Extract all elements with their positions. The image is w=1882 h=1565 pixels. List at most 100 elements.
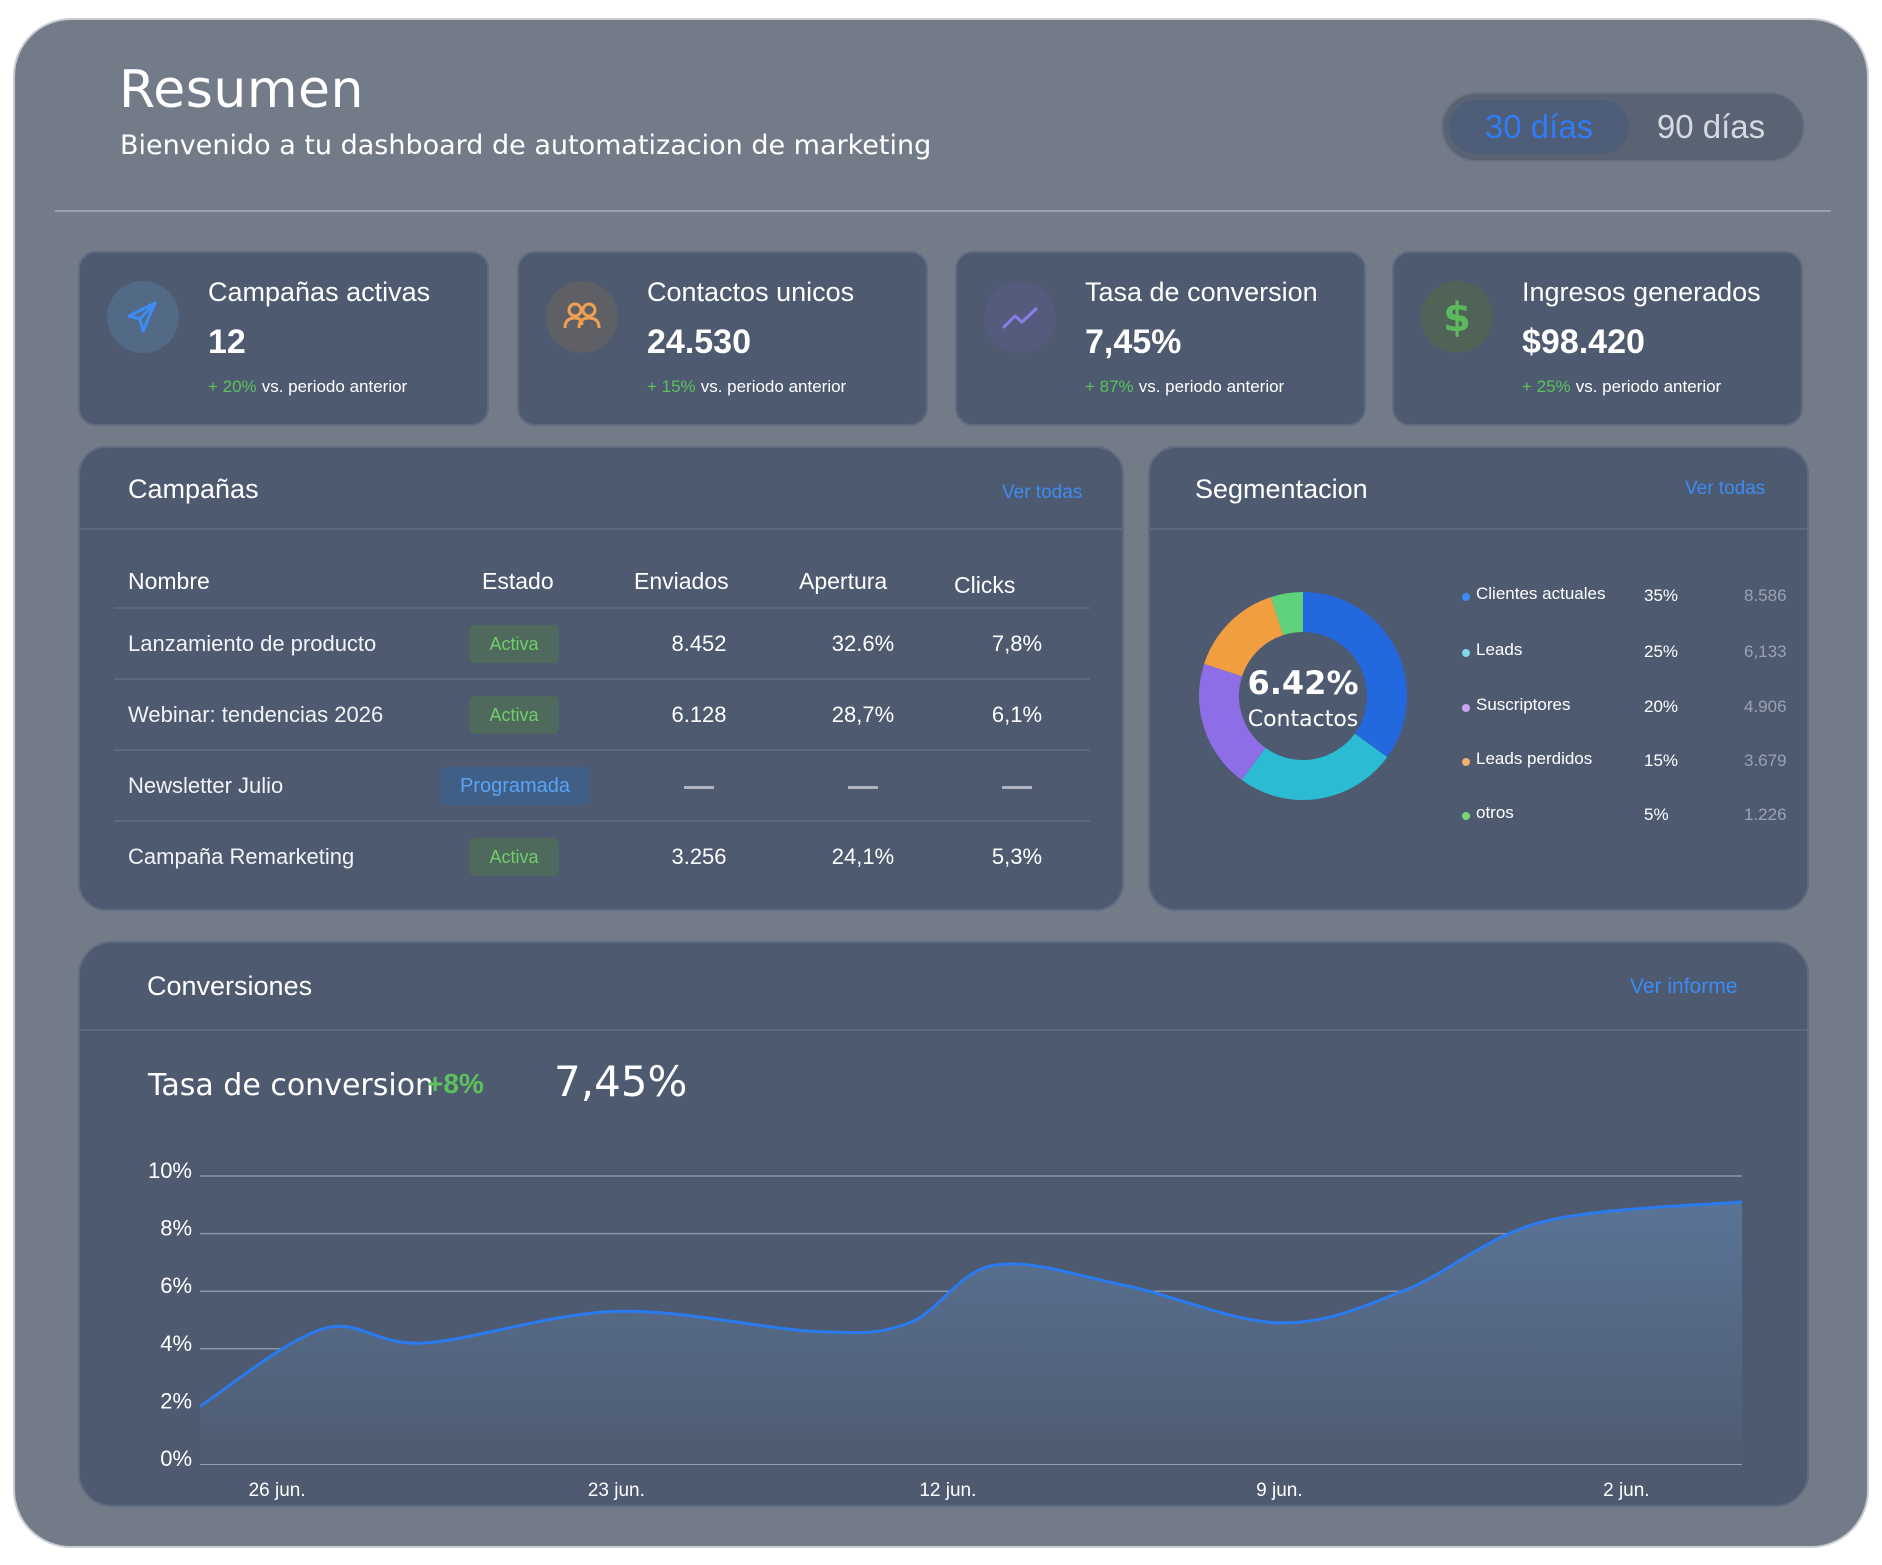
segmentation-view-all-link[interactable]: Ver todas	[1685, 478, 1766, 499]
legend-name: otros	[1476, 803, 1514, 822]
column-header-open: Apertura	[799, 568, 888, 594]
panel-divider	[80, 1029, 1807, 1031]
y-tick-label: 8%	[160, 1216, 192, 1241]
conversions-title: Conversiones	[147, 971, 313, 1001]
paper-plane-icon	[107, 281, 179, 353]
legend-name: Suscriptores	[1476, 695, 1571, 714]
campaigns-panel: Campañas Ver todas Nombre Estado Enviado…	[78, 446, 1124, 911]
legend-dot	[1462, 812, 1470, 820]
legend-dot	[1462, 593, 1470, 601]
y-tick-label: 0%	[160, 1446, 192, 1471]
clicks-value: 7,8%	[991, 631, 1043, 656]
segmentation-donut-chart: 6.42% Contactos	[1199, 592, 1407, 800]
stat-value: $98.420	[1522, 323, 1645, 361]
stat-delta-percent: + 20%	[208, 377, 257, 396]
stat-delta-suffix: vs. periodo anterior	[261, 377, 408, 396]
stat-card-unique-contacts[interactable]: Contactos unicos 24.530 + 15% vs. periodo…	[517, 251, 928, 426]
x-tick-label: 12 jun.	[919, 1480, 976, 1501]
sent-value: 6.128	[671, 702, 727, 727]
x-tick-label: 23 jun.	[588, 1480, 645, 1501]
area-fill	[200, 1201, 1742, 1464]
users-icon	[546, 281, 618, 353]
legend-dot	[1462, 758, 1470, 766]
stat-value: 12	[208, 323, 246, 361]
stat-value: 24.530	[647, 323, 751, 361]
open-value: 28,7%	[831, 702, 895, 727]
campaigns-view-all-link[interactable]: Ver todas	[1002, 482, 1083, 503]
legend-name: Leads perdidos	[1476, 749, 1593, 768]
legend-count: 3.679	[1744, 751, 1787, 770]
donut-center-value: 6.42%	[1247, 664, 1358, 702]
range-90-days-button[interactable]: 90 días	[1656, 108, 1766, 145]
legend-percent: 15%	[1644, 751, 1679, 770]
stat-delta: + 87% vs. periodo anterior	[1085, 377, 1284, 397]
column-header-clicks: Clicks	[954, 572, 1016, 598]
status-badge: Activa	[469, 838, 559, 876]
stat-delta-suffix: vs. periodo anterior	[1575, 377, 1722, 396]
table-row[interactable]: Newsletter Julio Programada	[114, 749, 1090, 820]
legend-dot	[1462, 649, 1470, 657]
stat-card-active-campaigns[interactable]: Campañas activas 12 + 20% vs. periodo ant…	[78, 251, 489, 426]
page-title: Resumen	[119, 60, 364, 120]
clicks-empty	[947, 751, 1087, 820]
series-line	[199, 1200, 1743, 1408]
column-header-name: Nombre	[128, 568, 210, 594]
x-tick-label: 2 jun.	[1603, 1480, 1649, 1501]
dollar-icon: $	[1421, 281, 1493, 353]
stat-delta-suffix: vs. periodo anterior	[700, 377, 847, 396]
date-range-toggle: 30 días 90 días	[1441, 92, 1805, 162]
legend-percent: 20%	[1644, 697, 1679, 716]
y-tick-label: 10%	[148, 1158, 192, 1183]
panel-divider	[80, 528, 1122, 530]
table-row[interactable]: Lanzamiento de producto Activa 8.452 32.…	[114, 607, 1090, 678]
stat-delta-suffix: vs. periodo anterior	[1138, 377, 1285, 396]
legend-percent: 25%	[1644, 642, 1679, 661]
stat-label: Contactos unicos	[647, 277, 855, 307]
legend-percent: 35%	[1644, 586, 1679, 605]
donut-center-label: Contactos	[1248, 707, 1359, 732]
status-badge: Activa	[469, 696, 559, 734]
column-header-sent: Enviados	[634, 568, 729, 594]
stat-delta: + 15% vs. periodo anterior	[647, 377, 846, 397]
stat-delta-percent: + 87%	[1085, 377, 1134, 396]
stat-card-revenue[interactable]: $ Ingresos generados $98.420 + 25% vs. pe…	[1392, 251, 1803, 426]
trend-line-icon	[984, 281, 1056, 353]
y-tick-label: 2%	[160, 1388, 192, 1413]
sent-value: 3.256	[671, 844, 727, 869]
legend-count: 1.226	[1744, 805, 1787, 824]
campaign-name: Lanzamiento de producto	[128, 631, 377, 656]
segmentation-panel: Segmentacion Ver todas 6.42% Contactos C…	[1148, 446, 1809, 911]
sent-value: 8.452	[671, 631, 727, 656]
donut-segment	[1199, 663, 1267, 781]
panel-divider	[1150, 528, 1807, 530]
status-badge: Activa	[469, 625, 559, 663]
stat-card-conversion-rate[interactable]: Tasa de conversion 7,45% + 87% vs. period…	[955, 251, 1366, 426]
legend-name: Clientes actuales	[1476, 584, 1606, 603]
legend-count: 8.586	[1744, 586, 1787, 605]
open-value: 32.6%	[831, 631, 895, 656]
range-30-days-button[interactable]: 30 días	[1449, 100, 1629, 154]
legend-count: 4.906	[1744, 697, 1787, 716]
donut-segment	[1302, 592, 1407, 758]
open-value: 24,1%	[831, 844, 895, 869]
stat-delta: + 20% vs. periodo anterior	[208, 377, 407, 397]
conversion-rate-value: 7,45%	[554, 1057, 688, 1106]
stat-label: Campañas activas	[208, 277, 431, 307]
column-header-status: Estado	[482, 568, 554, 594]
status-badge: Programada	[440, 767, 590, 805]
table-row[interactable]: Campaña Remarketing Activa 3.256 24,1% 5…	[114, 820, 1090, 891]
stat-delta-percent: + 15%	[647, 377, 696, 396]
conversions-panel: Conversiones Ver informe Tasa de convers…	[78, 941, 1809, 1507]
conversion-rate-delta: +8%	[427, 1068, 484, 1099]
donut-segment	[1270, 592, 1304, 636]
sent-empty	[629, 751, 769, 820]
conversions-report-link[interactable]: Ver informe	[1630, 975, 1738, 998]
segmentation-title: Segmentacion	[1195, 474, 1368, 504]
legend-percent: 5%	[1644, 805, 1669, 824]
table-row[interactable]: Webinar: tendencias 2026 Activa 6.128 28…	[114, 678, 1090, 749]
donut-segment	[1241, 733, 1388, 800]
x-tick-label: 9 jun.	[1256, 1480, 1302, 1501]
campaigns-title: Campañas	[128, 474, 259, 504]
campaign-name: Webinar: tendencias 2026	[128, 702, 384, 727]
dash-icon	[848, 785, 878, 789]
